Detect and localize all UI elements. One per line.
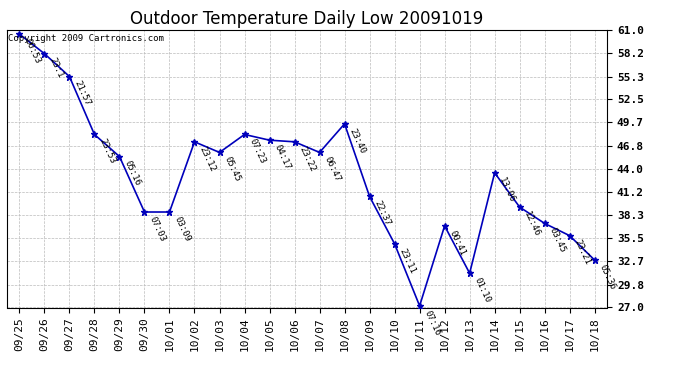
Text: 23:22: 23:22 (297, 145, 317, 173)
Text: 04:17: 04:17 (273, 143, 292, 171)
Text: 23:1: 23:1 (47, 57, 64, 80)
Text: 03:45: 03:45 (547, 226, 567, 254)
Text: 21:57: 21:57 (72, 79, 92, 108)
Text: Copyright 2009 Cartronics.com: Copyright 2009 Cartronics.com (8, 34, 164, 43)
Text: 13:06: 13:06 (497, 176, 517, 204)
Text: 01:10: 01:10 (473, 276, 492, 304)
Text: 23:53: 23:53 (97, 137, 117, 165)
Text: 07:23: 07:23 (247, 137, 267, 165)
Text: 23:21: 23:21 (573, 238, 592, 267)
Text: 00:41: 00:41 (447, 229, 467, 257)
Text: 07:03: 07:03 (147, 215, 167, 243)
Text: 23:12: 23:12 (197, 145, 217, 173)
Text: 07:16: 07:16 (422, 309, 442, 337)
Text: 06:47: 06:47 (322, 155, 342, 183)
Text: 05:16: 05:16 (122, 159, 141, 188)
Text: 23:40: 23:40 (347, 127, 367, 155)
Text: 23:11: 23:11 (397, 247, 417, 275)
Text: 12:46: 12:46 (522, 210, 542, 238)
Title: Outdoor Temperature Daily Low 20091019: Outdoor Temperature Daily Low 20091019 (130, 10, 484, 28)
Text: 00:53: 00:53 (22, 37, 41, 65)
Text: 03:09: 03:09 (172, 215, 192, 243)
Text: 22:37: 22:37 (373, 199, 392, 228)
Text: 05:36: 05:36 (598, 263, 617, 291)
Text: 05:45: 05:45 (222, 155, 242, 183)
